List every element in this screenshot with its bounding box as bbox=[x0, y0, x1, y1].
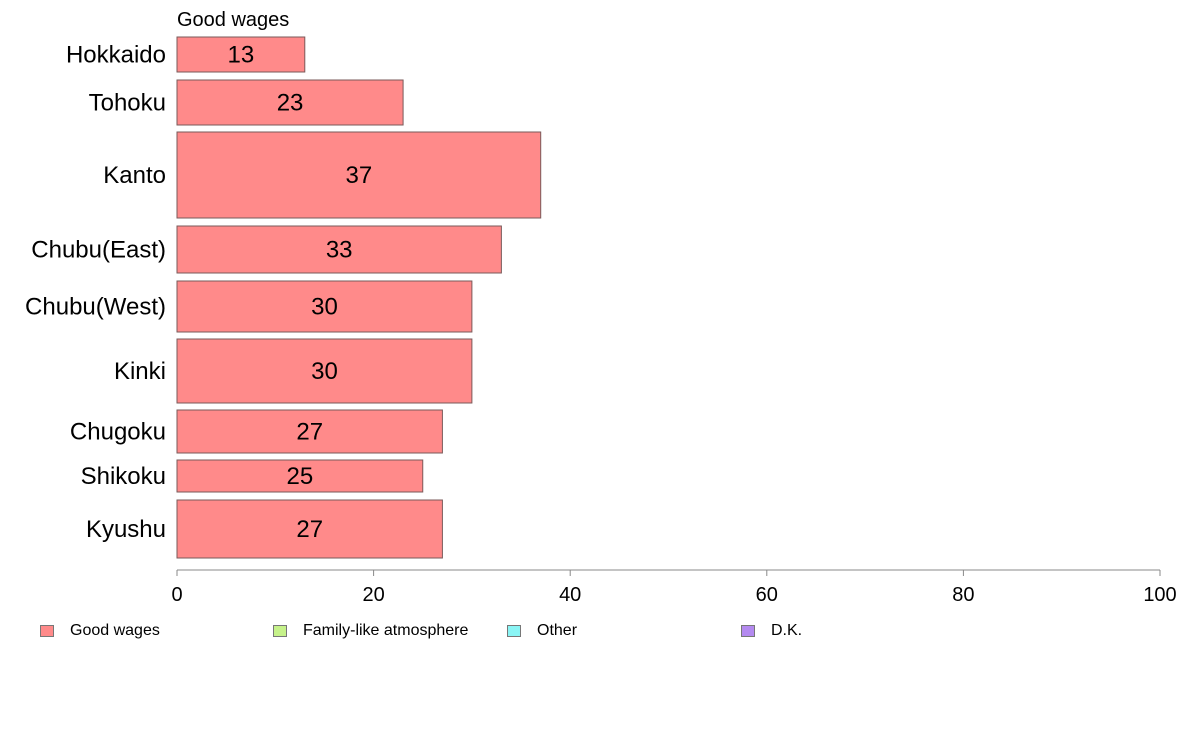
category-label-chubu-west: Chubu(West) bbox=[25, 294, 166, 321]
legend-label: Family-like atmosphere bbox=[303, 622, 469, 639]
value-label-tohoku: 23 bbox=[277, 90, 304, 117]
bar-chugoku bbox=[176, 409, 443, 454]
category-label-kyushu: Kyushu bbox=[86, 516, 166, 543]
value-label-kyushu: 27 bbox=[296, 516, 323, 543]
bar-kyushu bbox=[176, 499, 443, 559]
legend-swatch-dk bbox=[741, 625, 755, 637]
panel-title: Good wages bbox=[177, 9, 289, 31]
bar-kanto bbox=[176, 131, 542, 219]
x-tick-label: 60 bbox=[756, 584, 778, 606]
x-tick-label: 0 bbox=[171, 584, 182, 606]
legend-item-dk: D.K. bbox=[741, 622, 802, 640]
category-label-kanto: Kanto bbox=[103, 162, 166, 189]
legend-label: D.K. bbox=[771, 622, 803, 639]
bar-tohoku bbox=[176, 79, 404, 126]
category-label-kinki: Kinki bbox=[114, 358, 166, 385]
value-label-kanto: 37 bbox=[346, 162, 373, 189]
x-axis: 0 20 40 60 80 100 bbox=[171, 569, 1177, 606]
bar-hokkaido bbox=[176, 36, 306, 73]
legend-swatch-other bbox=[507, 625, 521, 637]
bar-chart: Good wages Hokkaido 13 Tohoku 23 Kanto 37 Chub… bbox=[25, 9, 1177, 606]
value-label-chugoku: 27 bbox=[296, 419, 323, 446]
legend-item-family-like-atmosphere: Family-like atmosphere bbox=[273, 622, 468, 640]
category-label-chubu-east: Chubu(East) bbox=[31, 237, 166, 264]
legend-swatch-good-wages bbox=[40, 625, 54, 637]
category-label-shikoku: Shikoku bbox=[81, 463, 166, 490]
legend-item-good-wages: Good wages bbox=[40, 622, 160, 640]
value-label-kinki: 30 bbox=[311, 358, 338, 385]
x-tick-label: 80 bbox=[952, 584, 974, 606]
value-label-chubu-east: 33 bbox=[326, 237, 353, 264]
category-label-chugoku: Chugoku bbox=[70, 419, 166, 446]
value-label-shikoku: 25 bbox=[287, 463, 314, 490]
legend-label: Good wages bbox=[70, 622, 160, 639]
legend-item-other: Other bbox=[507, 622, 577, 640]
legend: Good wages Family-like atmosphere Other … bbox=[40, 622, 1140, 646]
bar-shikoku bbox=[176, 459, 424, 493]
x-tick-label: 40 bbox=[559, 584, 581, 606]
x-tick-label: 20 bbox=[362, 584, 384, 606]
bar-kinki bbox=[176, 338, 473, 404]
legend-label: Other bbox=[537, 622, 578, 639]
x-tick-label: 100 bbox=[1143, 584, 1176, 606]
bars-group: Hokkaido 13 Tohoku 23 Kanto 37 Chubu(East) 33 Ch… bbox=[25, 36, 542, 559]
bar-chubu-east bbox=[176, 225, 502, 274]
legend-swatch-family-like-atmosphere bbox=[273, 625, 287, 637]
value-label-hokkaido: 13 bbox=[228, 42, 255, 69]
bar-chubu-west bbox=[176, 280, 473, 333]
category-label-hokkaido: Hokkaido bbox=[66, 42, 166, 69]
value-label-chubu-west: 30 bbox=[311, 294, 338, 321]
category-label-tohoku: Tohoku bbox=[89, 90, 166, 117]
